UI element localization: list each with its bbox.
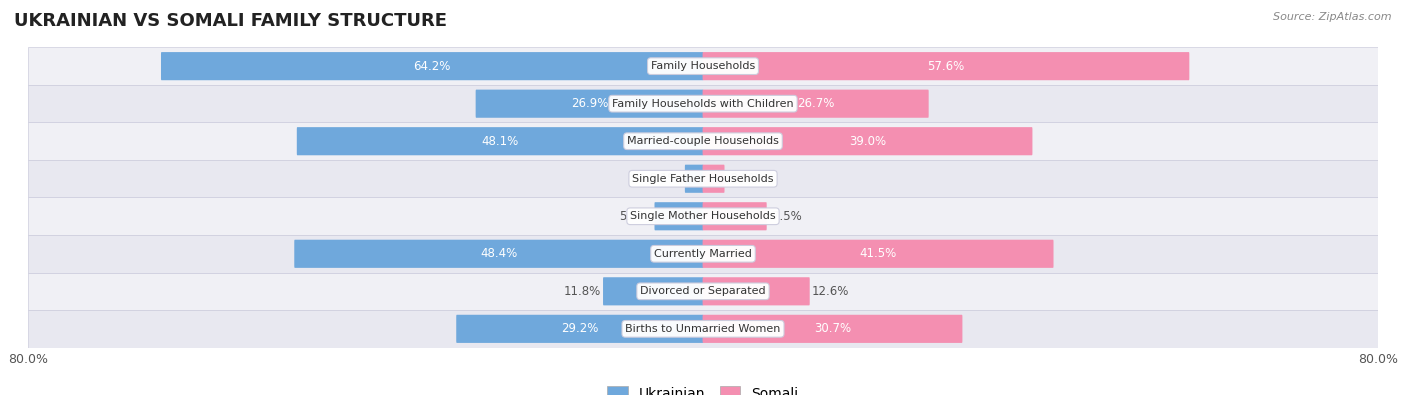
Text: 41.5%: 41.5% [859, 247, 897, 260]
Text: 2.5%: 2.5% [730, 172, 761, 185]
Text: 2.1%: 2.1% [650, 172, 679, 185]
Text: Divorced or Separated: Divorced or Separated [640, 286, 766, 296]
Text: 48.1%: 48.1% [481, 135, 519, 148]
Bar [28, 310, 1378, 348]
Text: 26.7%: 26.7% [797, 97, 834, 110]
FancyBboxPatch shape [703, 52, 1189, 80]
FancyBboxPatch shape [703, 165, 724, 193]
Bar [28, 47, 1378, 85]
Bar [28, 235, 1378, 273]
Text: 29.2%: 29.2% [561, 322, 599, 335]
FancyBboxPatch shape [456, 315, 703, 343]
FancyBboxPatch shape [294, 240, 703, 268]
Text: 5.7%: 5.7% [619, 210, 648, 223]
Bar [28, 160, 1378, 198]
Text: 12.6%: 12.6% [811, 285, 849, 298]
Text: Births to Unmarried Women: Births to Unmarried Women [626, 324, 780, 334]
Legend: Ukrainian, Somali: Ukrainian, Somali [602, 381, 804, 395]
Bar [28, 122, 1378, 160]
FancyBboxPatch shape [703, 127, 1032, 155]
Text: Married-couple Households: Married-couple Households [627, 136, 779, 146]
Text: 11.8%: 11.8% [564, 285, 600, 298]
Text: UKRAINIAN VS SOMALI FAMILY STRUCTURE: UKRAINIAN VS SOMALI FAMILY STRUCTURE [14, 12, 447, 30]
FancyBboxPatch shape [655, 202, 703, 230]
FancyBboxPatch shape [703, 315, 962, 343]
FancyBboxPatch shape [297, 127, 703, 155]
Text: 26.9%: 26.9% [571, 97, 609, 110]
Text: Family Households: Family Households [651, 61, 755, 71]
Text: Currently Married: Currently Married [654, 249, 752, 259]
FancyBboxPatch shape [703, 240, 1053, 268]
Text: 30.7%: 30.7% [814, 322, 851, 335]
FancyBboxPatch shape [160, 52, 703, 80]
Bar [28, 273, 1378, 310]
Text: 7.5%: 7.5% [772, 210, 803, 223]
Text: Single Mother Households: Single Mother Households [630, 211, 776, 221]
FancyBboxPatch shape [703, 277, 810, 305]
Text: Single Father Households: Single Father Households [633, 174, 773, 184]
FancyBboxPatch shape [475, 90, 703, 118]
Text: Source: ZipAtlas.com: Source: ZipAtlas.com [1274, 12, 1392, 22]
Text: 39.0%: 39.0% [849, 135, 886, 148]
Bar [28, 198, 1378, 235]
FancyBboxPatch shape [603, 277, 703, 305]
FancyBboxPatch shape [685, 165, 703, 193]
FancyBboxPatch shape [703, 90, 929, 118]
Text: Family Households with Children: Family Households with Children [612, 99, 794, 109]
Text: 64.2%: 64.2% [413, 60, 451, 73]
Bar [28, 85, 1378, 122]
Text: 48.4%: 48.4% [481, 247, 517, 260]
FancyBboxPatch shape [703, 202, 766, 230]
Text: 57.6%: 57.6% [928, 60, 965, 73]
